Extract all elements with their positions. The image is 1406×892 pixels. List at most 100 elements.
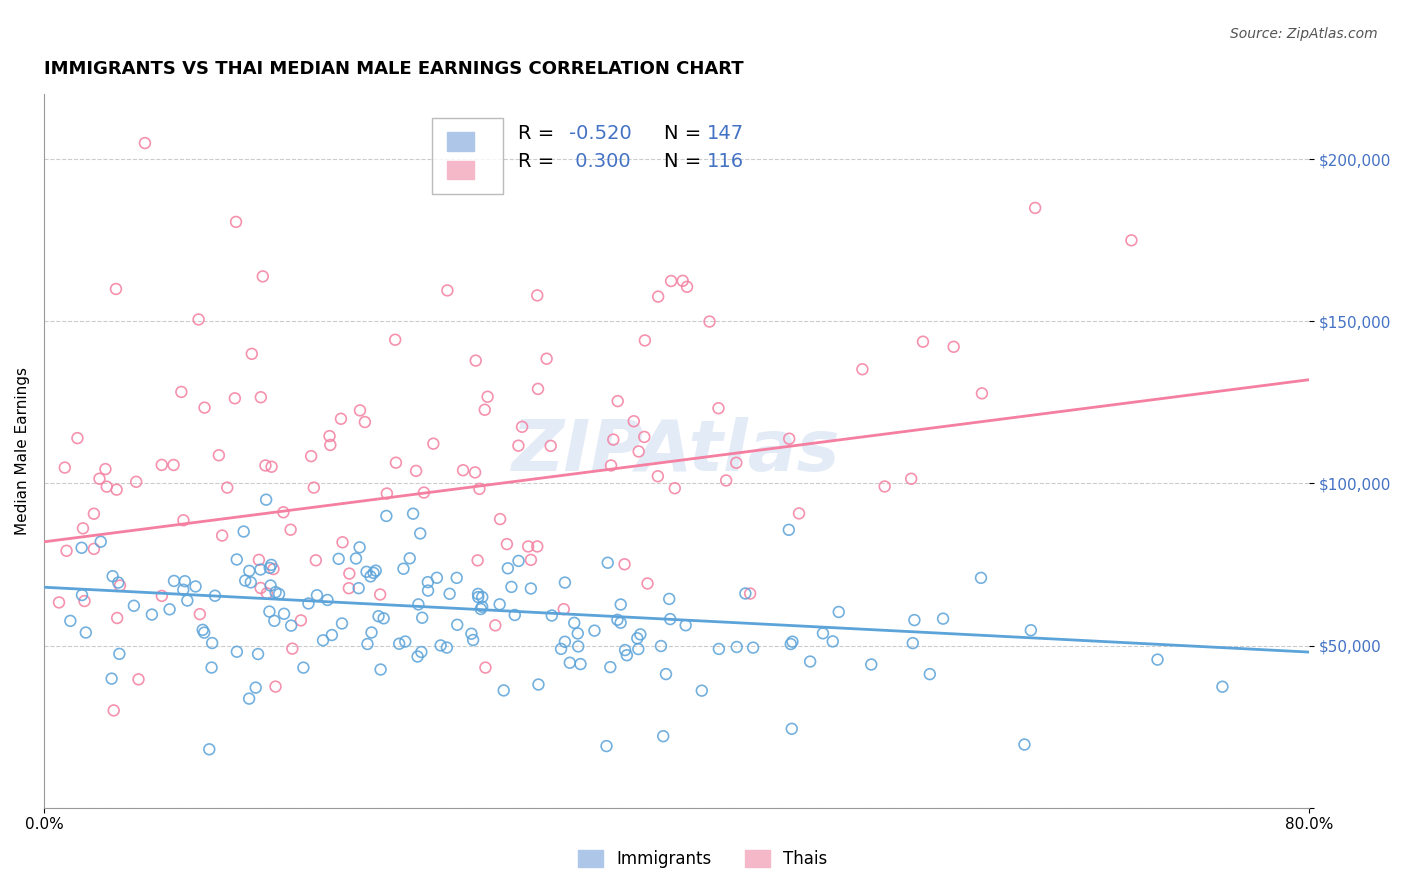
Point xyxy=(613,558,636,572)
Point xyxy=(616,648,638,663)
Point xyxy=(368,587,391,601)
Point xyxy=(1024,201,1046,215)
Point xyxy=(408,598,430,612)
Point xyxy=(474,402,496,417)
Point xyxy=(1019,624,1042,638)
Point xyxy=(554,634,576,648)
Point xyxy=(150,458,173,472)
Point xyxy=(332,535,354,549)
Point xyxy=(264,680,287,694)
Point xyxy=(405,464,427,478)
Point xyxy=(176,593,198,607)
Point xyxy=(89,472,111,486)
Point xyxy=(83,541,105,556)
Point xyxy=(614,643,637,657)
Point xyxy=(162,458,184,472)
Point xyxy=(464,353,486,368)
Point xyxy=(782,634,804,648)
Point xyxy=(595,739,617,753)
Point xyxy=(664,481,686,495)
Point xyxy=(260,558,283,572)
Point xyxy=(105,483,128,497)
Point xyxy=(173,574,195,589)
Point xyxy=(911,334,934,349)
Point xyxy=(627,444,650,458)
Text: R =: R = xyxy=(519,124,561,143)
Point xyxy=(73,594,96,608)
Point xyxy=(461,632,484,647)
Point xyxy=(467,590,489,604)
Point xyxy=(48,595,70,609)
Point xyxy=(652,729,675,743)
Point xyxy=(245,681,267,695)
Point xyxy=(232,524,254,539)
Point xyxy=(90,534,112,549)
Point xyxy=(344,551,367,566)
Point xyxy=(707,641,730,656)
Point xyxy=(690,683,713,698)
Point xyxy=(426,571,449,585)
Point xyxy=(416,583,439,598)
Point xyxy=(191,623,214,637)
Point xyxy=(569,657,592,671)
Point xyxy=(187,312,209,326)
Point xyxy=(901,636,924,650)
Point xyxy=(319,438,342,452)
Point xyxy=(633,430,655,444)
Point xyxy=(725,640,748,654)
Point xyxy=(527,677,550,691)
Point xyxy=(1211,680,1233,694)
Point xyxy=(55,543,77,558)
Point xyxy=(316,593,339,607)
Point xyxy=(96,480,118,494)
Point xyxy=(799,655,821,669)
Point xyxy=(100,672,122,686)
Point xyxy=(540,608,562,623)
Point xyxy=(496,561,519,575)
Point xyxy=(609,598,631,612)
Point xyxy=(467,553,489,567)
Legend: , : , xyxy=(433,118,503,194)
Point xyxy=(422,436,444,450)
Point xyxy=(970,571,993,585)
Point xyxy=(707,401,730,416)
Point xyxy=(392,562,415,576)
Point xyxy=(659,612,682,626)
Point xyxy=(609,615,631,630)
Point xyxy=(254,458,277,473)
Point xyxy=(734,586,756,600)
Point xyxy=(647,290,669,304)
Point xyxy=(778,523,800,537)
Point xyxy=(650,639,672,653)
Point xyxy=(259,578,281,592)
Point xyxy=(134,136,156,150)
Point xyxy=(193,625,215,640)
Point xyxy=(384,333,406,347)
Point xyxy=(811,626,834,640)
Point xyxy=(780,722,803,736)
Point xyxy=(254,492,277,507)
Point xyxy=(72,521,94,535)
Point xyxy=(103,703,125,717)
Point xyxy=(172,513,194,527)
Point xyxy=(259,561,281,575)
Point xyxy=(626,632,648,646)
Point xyxy=(903,613,925,627)
Text: 0.300: 0.300 xyxy=(569,153,630,171)
Point xyxy=(188,607,211,621)
Point xyxy=(600,458,623,473)
Point xyxy=(125,475,148,489)
Point xyxy=(337,566,360,581)
Point xyxy=(821,634,844,648)
Point xyxy=(66,431,89,445)
Point xyxy=(606,394,628,409)
Point xyxy=(477,390,499,404)
Point xyxy=(413,485,436,500)
Point xyxy=(356,565,378,579)
Text: IMMIGRANTS VS THAI MEDIAN MALE EARNINGS CORRELATION CHART: IMMIGRANTS VS THAI MEDIAN MALE EARNINGS … xyxy=(44,60,744,78)
Point xyxy=(411,645,433,659)
Point xyxy=(520,582,543,596)
Point xyxy=(918,667,941,681)
Point xyxy=(297,597,319,611)
Point xyxy=(59,614,82,628)
